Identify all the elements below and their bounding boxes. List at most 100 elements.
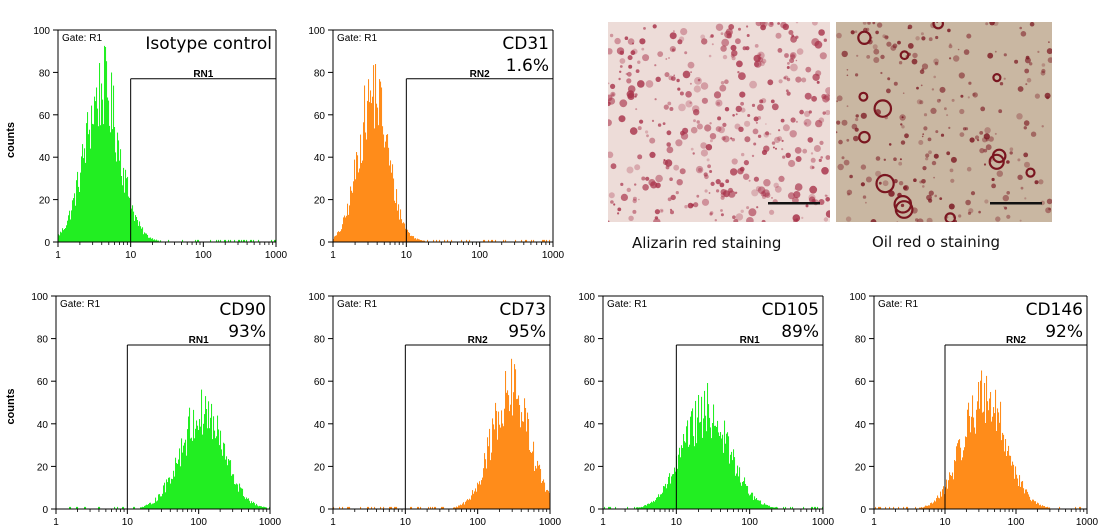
stain-spot: [813, 145, 821, 152]
histogram-bar: [472, 490, 474, 509]
histogram-bar: [771, 507, 773, 509]
stain-spot: [755, 121, 758, 124]
stain-spot: [1029, 22, 1035, 27]
y-tick-label: 100: [33, 26, 50, 37]
histogram-bar: [343, 217, 345, 242]
stain-spot: [677, 39, 683, 45]
histogram-bar: [239, 483, 241, 509]
histogram-bar: [1016, 474, 1018, 509]
histogram-bar: [356, 152, 358, 242]
histogram-bar: [367, 506, 369, 509]
stain-spot: [637, 60, 641, 64]
stain-spot: [731, 158, 738, 165]
histogram-bar: [78, 186, 80, 242]
histogram-bar: [148, 504, 150, 509]
y-tick-label: 100: [308, 26, 325, 37]
stain-spot: [953, 55, 960, 62]
histogram-bar: [342, 224, 344, 242]
stain-spot: [771, 197, 773, 199]
histogram-bar: [972, 395, 974, 509]
stain-spot: [1034, 180, 1039, 185]
stain-spot: [752, 128, 759, 135]
stain-spot: [709, 170, 713, 173]
histogram-bar: [333, 239, 335, 242]
histogram-bar: [414, 238, 416, 242]
histogram-bar: [608, 506, 610, 509]
histogram-bar: [133, 211, 135, 242]
stain-spot: [744, 120, 751, 127]
stain-spot: [757, 104, 764, 111]
lipid-droplet: [1025, 167, 1036, 178]
stain-spot: [737, 71, 740, 74]
histogram-bar: [231, 475, 233, 509]
stain-spot: [664, 72, 670, 78]
stain-spot: [608, 82, 610, 85]
histogram-bar: [758, 500, 760, 509]
histogram-bar: [509, 411, 511, 509]
stain-spot: [826, 194, 829, 197]
histogram-bar: [997, 408, 999, 509]
stain-spot: [732, 114, 735, 117]
histogram-bar: [349, 205, 351, 242]
histogram-bar: [680, 457, 682, 509]
y-tick-label: 80: [584, 335, 596, 346]
lipid-droplet: [944, 212, 956, 222]
stain-spot: [709, 211, 714, 215]
histogram-bar: [353, 181, 355, 242]
histogram-bar: [489, 428, 491, 509]
histogram-bar: [993, 407, 995, 509]
histogram-bar: [741, 485, 743, 509]
stain-spot: [670, 210, 674, 215]
histogram-bar: [423, 240, 425, 242]
stain-spot: [796, 219, 799, 222]
stain-spot: [913, 178, 917, 182]
y-tick-label: 0: [44, 238, 50, 249]
histogram-bar: [253, 239, 255, 242]
stain-spot: [715, 179, 721, 185]
histogram-bar: [128, 196, 130, 242]
histogram-bar: [474, 491, 476, 509]
stain-spot: [738, 27, 741, 31]
histogram-bar: [141, 507, 143, 509]
histogram-bar: [105, 47, 107, 242]
histogram-bar: [814, 506, 816, 509]
histogram-bar: [749, 495, 751, 509]
stain-spot: [619, 70, 622, 73]
stain-spot: [795, 76, 802, 83]
stain-spot: [669, 32, 677, 40]
histogram-bar: [104, 45, 106, 243]
stain-spot: [931, 88, 935, 91]
histogram-bar: [752, 492, 754, 509]
histogram-bar: [497, 439, 499, 509]
histogram-bar: [118, 140, 120, 242]
histogram-bar: [705, 415, 707, 509]
stain-spot: [653, 218, 661, 222]
alizarin-caption: Alizarin red staining: [632, 234, 782, 252]
histogram-bar: [682, 448, 684, 509]
stain-spot: [774, 136, 781, 143]
histogram-bar: [1024, 493, 1026, 509]
stain-spot: [854, 30, 858, 33]
stain-spot: [626, 187, 631, 193]
histogram-bar: [525, 408, 527, 509]
stain-spot: [646, 134, 649, 138]
histogram-bar: [687, 420, 689, 509]
stain-spot: [934, 61, 939, 66]
histogram-bar: [65, 228, 67, 242]
histogram-bar: [235, 484, 237, 509]
y-tick-label: 60: [584, 377, 596, 388]
stain-spot: [708, 54, 712, 58]
stain-spot: [617, 207, 622, 212]
histogram-bar: [345, 217, 347, 242]
histogram-bar: [149, 237, 151, 242]
histogram-bar: [389, 506, 391, 509]
stain-spot: [1041, 63, 1046, 67]
stain-spot: [1025, 83, 1028, 86]
stain-spot: [811, 166, 815, 169]
histogram-bar: [1010, 455, 1012, 509]
histogram-bar: [81, 156, 83, 242]
stain-spot: [709, 122, 712, 125]
histogram-bar: [1041, 506, 1043, 509]
histogram-bar: [715, 425, 717, 509]
